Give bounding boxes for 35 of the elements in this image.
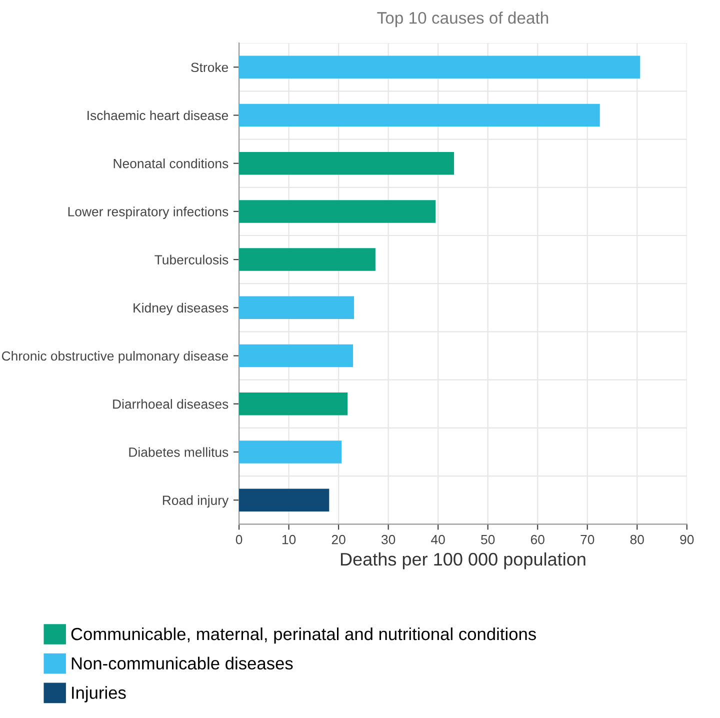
bar — [239, 104, 600, 127]
y-tick-label: Lower respiratory infections — [68, 206, 228, 219]
bar — [239, 296, 354, 320]
y-tick-label: Stroke — [191, 62, 228, 72]
x-tick-label: 10 — [282, 534, 296, 544]
x-tick-label: 70 — [580, 534, 594, 544]
bar — [239, 440, 342, 464]
x-tick-label: 20 — [332, 534, 346, 544]
legend-label: Injuries — [72, 686, 126, 702]
x-tick-label: 50 — [481, 534, 495, 544]
bar — [239, 488, 330, 512]
x-tick-label: 90 — [680, 534, 694, 544]
x-tick-label: 30 — [381, 534, 396, 544]
legend-label: Non-communicable diseases — [72, 656, 293, 670]
bar — [239, 56, 640, 79]
y-tick-label: Tuberculosis — [154, 254, 228, 264]
x-tick-label: 60 — [530, 534, 544, 544]
y-tick-label: Diabetes mellitus — [129, 447, 228, 457]
bar — [239, 248, 376, 271]
y-tick-label: Ischaemic heart disease — [88, 110, 228, 120]
bar — [239, 200, 436, 223]
y-tick-label: Diarrhoeal diseases — [113, 399, 228, 409]
y-tick-label: Chronic obstructive pulmonary disease — [2, 350, 228, 364]
chart-title: Top 10 causes of death — [377, 12, 548, 28]
y-tick-label: Road injury — [162, 495, 229, 508]
bar — [239, 344, 354, 368]
y-tick-label: Neonatal conditions — [114, 158, 228, 168]
x-tick-label: 80 — [630, 534, 644, 544]
y-tick-label: Kidney diseases — [134, 302, 228, 316]
x-tick-label: 0 — [236, 534, 242, 544]
x-axis-title: Deaths per 100 000 population — [340, 552, 586, 570]
bar — [239, 392, 348, 416]
bar — [239, 152, 454, 175]
x-tick-label: 40 — [431, 534, 445, 544]
legend-label: Communicable, maternal, perinatal and nutritional conditions — [71, 627, 536, 644]
